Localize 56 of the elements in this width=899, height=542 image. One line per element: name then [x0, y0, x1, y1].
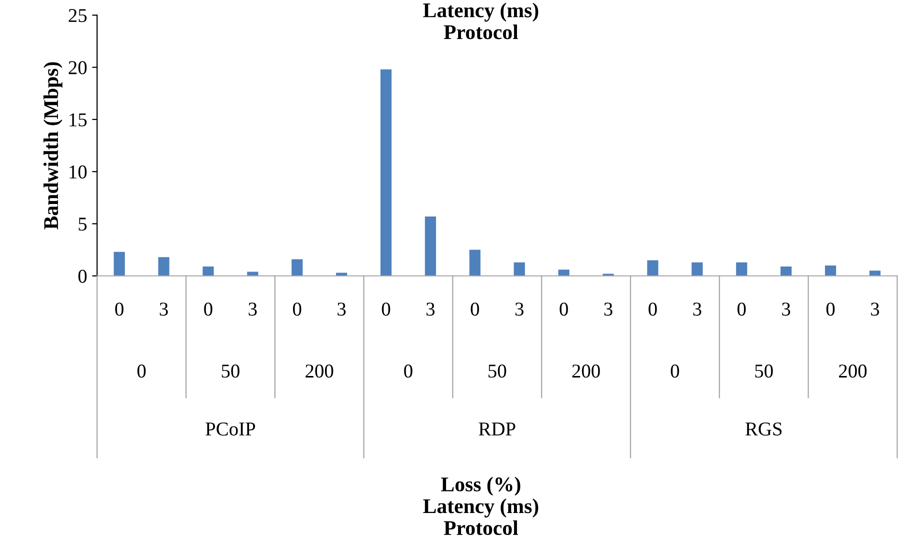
x-tick-label: 0: [738, 302, 746, 316]
chart-title: Latency (ms) Protocol: [423, 2, 538, 40]
bar: [247, 272, 258, 276]
y-tick-label: 5: [78, 218, 87, 231]
x-tick-label: 0: [470, 302, 480, 316]
x-tick-label: 3: [248, 302, 257, 316]
x-tick-label: 3: [871, 302, 880, 316]
bar: [824, 265, 836, 276]
y-tick-label: 10: [70, 165, 87, 179]
bar: [736, 262, 748, 276]
text: 0: [137, 364, 146, 378]
x-tick-label: 0: [648, 302, 657, 316]
text: PCoIP: [206, 422, 256, 436]
bar: [558, 270, 570, 276]
bar: [158, 257, 170, 276]
bar: [869, 270, 881, 276]
bar: [202, 266, 214, 276]
bar: [514, 262, 525, 276]
x-tick-label: 3: [338, 302, 346, 316]
text: 200: [572, 364, 600, 378]
x-tick-label: 3: [782, 302, 790, 316]
y-tick-label: 25: [68, 9, 87, 22]
x-tick-label: 0: [293, 302, 302, 316]
bar: [424, 216, 436, 276]
text: 0: [404, 364, 412, 378]
text: 200: [306, 364, 334, 378]
bar: [380, 69, 392, 276]
x-tick-label: 3: [693, 302, 702, 316]
bar: [336, 272, 348, 276]
y-axis-title: Bandwidth (Mbps): [43, 62, 62, 230]
y-tick-label: 20: [68, 61, 87, 74]
x-tick-label: 3: [515, 302, 524, 316]
y-tick-label: 15: [70, 113, 87, 126]
x-tick-label: 3: [426, 302, 435, 316]
x-tick-label: 3: [160, 302, 168, 316]
text: Loss (%) Latency (ms) Protocol: [423, 476, 538, 536]
bar: [292, 259, 303, 276]
text: 50: [488, 364, 506, 378]
bar: [647, 260, 658, 276]
text: 200: [839, 364, 867, 378]
text: 50: [222, 364, 240, 378]
text: 50: [755, 364, 773, 378]
bar: [469, 250, 480, 276]
x-tick-label: 0: [560, 302, 568, 316]
x-tick-label: 0: [204, 302, 212, 316]
text: 0: [670, 364, 680, 378]
bar: [692, 262, 703, 276]
x-tick-label: 0: [382, 302, 390, 316]
x-tick-label: 0: [826, 302, 835, 316]
bar: [780, 266, 792, 276]
x-tick-label: 0: [115, 302, 124, 316]
x-tick-label: 3: [604, 302, 612, 316]
bar: [114, 252, 125, 276]
text: RGS: [745, 422, 782, 436]
text: RDP: [478, 422, 516, 436]
y-tick-label: 0: [78, 270, 87, 283]
